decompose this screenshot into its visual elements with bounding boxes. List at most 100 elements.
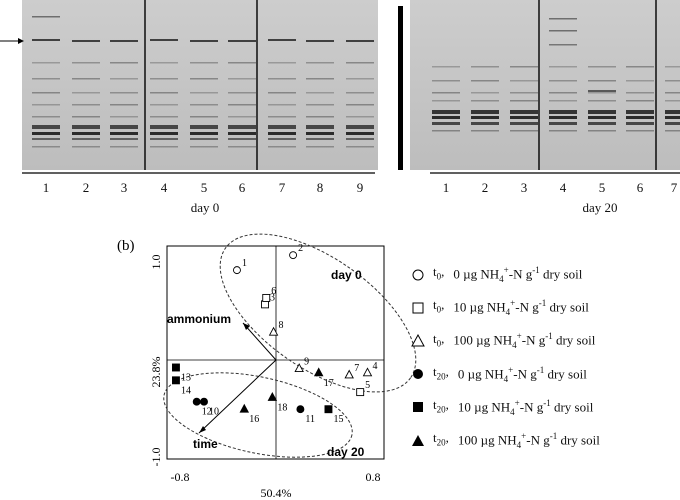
gel-band [346,92,374,94]
group-ellipse-day20 [163,372,353,458]
gel-band [588,100,616,102]
legend-dose: 100 µg NH4+-N g-1 dry soil [453,331,596,351]
sample-point-7 [344,369,354,379]
gel-band [306,125,334,129]
gel-band [471,80,499,82]
gel-band [228,92,256,94]
sample-point-9 [294,363,304,373]
gel-band [110,40,138,42]
y-axis-label: 23.8% [149,357,163,388]
gel-band [72,92,100,94]
group-ellipse-day0 [219,233,417,393]
lane-number: 4 [560,180,567,195]
gel-band [150,146,178,148]
time-vector [198,359,277,434]
gel-band [190,78,218,80]
filled-triangle-icon [410,434,428,448]
gel-band [471,66,499,68]
gel-band [432,122,460,125]
gel-band [306,78,334,80]
sample-point-5 [356,388,365,397]
legend-time: t20, [433,363,449,382]
filled-square-icon [410,400,428,414]
gel-band [432,92,460,94]
lane-number: 7 [279,180,286,195]
sample-point-16 [239,403,250,413]
gel-panel-left [22,0,378,170]
gel-band [588,80,616,82]
x-axis-label: 50.4% [261,486,292,500]
gel-band [72,138,100,140]
sample-label: 14 [181,385,191,396]
gel-band [346,138,374,140]
lane-number: 5 [201,180,208,195]
gel-band [268,92,296,94]
sample-label: 7 [354,363,359,374]
gel-band [268,78,296,80]
sample-label: 9 [304,357,309,368]
lane-number: 3 [521,180,528,195]
gel-band [432,130,460,132]
gel-band [110,132,138,135]
gel-band [665,100,680,102]
gel-band [626,100,654,102]
gel-band [471,116,499,119]
gel-band [32,39,60,41]
sample-label: 10 [209,407,219,418]
gel-band [268,132,296,135]
panel-label-b: (b) [117,238,135,254]
gel-band [346,125,374,129]
sample-point-10 [200,397,208,406]
gel-band [588,90,616,92]
gel-band [110,92,138,94]
sample-label: 8 [279,320,284,331]
gel-band [588,110,616,114]
gel-band [228,62,256,64]
gel-band [190,132,218,135]
gel-band [549,92,577,94]
lane-number: 3 [121,180,128,195]
gel-band [268,104,296,106]
legend-dose: 10 µg NH4+-N g-1 dry soil [457,397,594,417]
sample-label: 15 [333,414,343,425]
gel-band [150,39,178,41]
gel-band [150,132,178,135]
legend-item: t0, 100 µg NH4+-N g-1 dry soil [410,324,680,357]
lane-number: 9 [357,180,364,195]
x-tick-left: -0.8 [171,470,190,484]
lane-number: 1 [443,180,450,195]
gel-band [588,130,616,132]
gel-band [190,125,218,129]
gel-band [32,16,60,18]
gel-band [268,125,296,129]
gel-band [549,66,577,68]
gel-band [268,39,296,41]
gel-band [306,40,334,42]
legend-time: t0, [433,297,445,315]
gel-band [72,125,100,129]
gel-band [549,80,577,82]
sample-label: 11 [305,414,315,425]
gel-band [510,122,538,125]
gel-band [190,138,218,140]
sample-point-12 [192,397,201,406]
sample-point-8 [268,326,279,336]
sample-point-2 [289,251,298,260]
legend-time: t0, [433,330,445,349]
gel-band [549,110,577,114]
open-circle-icon [410,268,428,282]
gel-band [150,138,178,140]
gel-band [228,125,256,129]
lane-number: 6 [239,180,246,195]
gel-band [150,104,178,106]
gel-band [588,122,616,125]
gel-band [228,104,256,106]
gel-band [110,78,138,80]
gel-band [346,116,374,118]
gel-band [306,132,334,135]
gel-band [626,92,654,94]
y-tick-top: 1.0 [149,255,163,270]
gel-band [110,104,138,106]
lane-number: 6 [637,180,644,195]
gel-band [110,62,138,64]
